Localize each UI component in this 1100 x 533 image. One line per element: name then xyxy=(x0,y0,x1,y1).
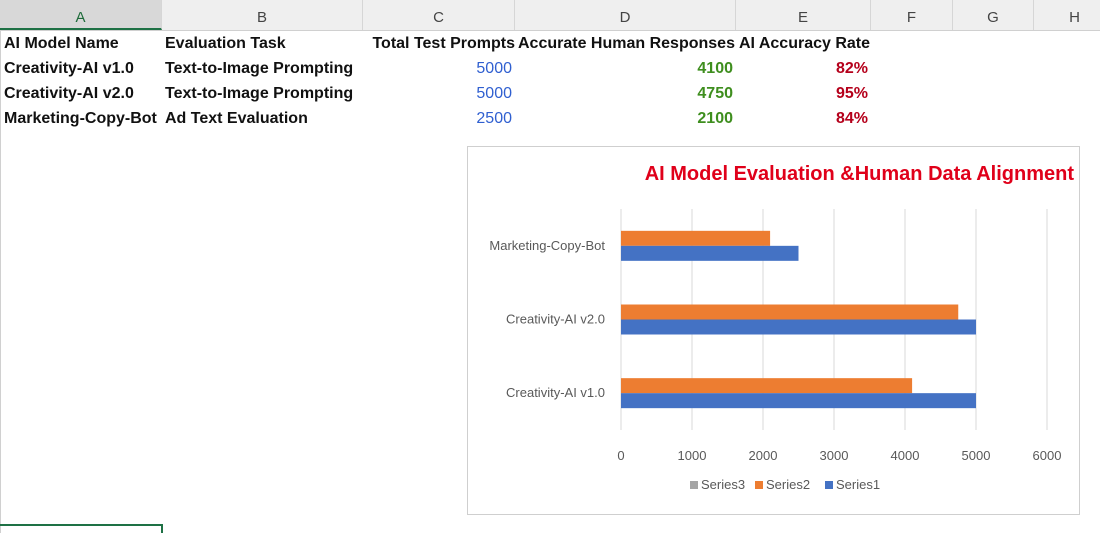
cell-task-3[interactable]: Ad Text Evaluation xyxy=(165,110,308,127)
column-header-g[interactable]: G xyxy=(953,0,1034,30)
x-tick-label: 2000 xyxy=(749,448,778,463)
column-header-b[interactable]: B xyxy=(162,0,363,30)
x-tick-label: 3000 xyxy=(820,448,849,463)
chart-title[interactable]: AI Model Evaluation &Human Data Alignmen… xyxy=(644,163,1074,185)
column-header-a[interactable]: A xyxy=(0,0,162,30)
column-header-row: A B C D E F G H xyxy=(0,0,1100,31)
legend-swatch xyxy=(690,481,698,489)
grid-left-border xyxy=(0,30,1,533)
legend-label: Series2 xyxy=(766,477,810,492)
chart-area[interactable]: AI Model Evaluation &Human Data Alignmen… xyxy=(467,146,1080,515)
cell-accurate-1[interactable]: 4100 xyxy=(697,60,733,77)
cell-task-1[interactable]: Text-to-Image Prompting xyxy=(165,60,354,77)
cell-rate-2[interactable]: 95% xyxy=(835,85,868,102)
category-label: Creativity-AI v2.0 xyxy=(506,312,605,327)
x-tick-label: 4000 xyxy=(891,448,920,463)
cell-accurate-3[interactable]: 2100 xyxy=(697,110,733,127)
cell-rate-3[interactable]: 84% xyxy=(835,110,868,127)
legend-swatch xyxy=(825,481,833,489)
header-cell-accurate[interactable]: Accurate Human Responses xyxy=(518,35,735,52)
selected-cell-border-right xyxy=(161,524,163,533)
column-header-f[interactable]: F xyxy=(871,0,953,30)
bar-series1 xyxy=(621,319,976,335)
bar-series1 xyxy=(621,245,799,261)
legend-swatch xyxy=(755,481,763,489)
header-cell-task[interactable]: Evaluation Task xyxy=(165,35,286,52)
category-label: Creativity-AI v1.0 xyxy=(506,385,605,400)
x-tick-label: 6000 xyxy=(1033,448,1062,463)
bar-series2 xyxy=(621,304,959,320)
cell-prompts-2[interactable]: 5000 xyxy=(476,85,512,102)
cell-prompts-3[interactable]: 2500 xyxy=(476,110,512,127)
bar-series2 xyxy=(621,230,771,246)
selected-cell-border xyxy=(0,524,162,526)
cell-task-2[interactable]: Text-to-Image Prompting xyxy=(165,85,354,102)
cell-model-3[interactable]: Marketing-Copy-Bot xyxy=(4,110,157,127)
x-tick-label: 1000 xyxy=(678,448,707,463)
cell-rate-1[interactable]: 82% xyxy=(835,60,868,77)
cell-accurate-2[interactable]: 4750 xyxy=(697,85,733,102)
column-header-c[interactable]: C xyxy=(363,0,515,30)
cell-prompts-1[interactable]: 5000 xyxy=(476,60,512,77)
legend-label: Series1 xyxy=(836,477,880,492)
column-header-e[interactable]: E xyxy=(736,0,871,30)
header-cell-prompts[interactable]: Total Test Prompts xyxy=(372,35,515,52)
cell-model-2[interactable]: Creativity-AI v2.0 xyxy=(4,85,134,102)
column-header-h[interactable]: H xyxy=(1034,0,1100,30)
column-header-d[interactable]: D xyxy=(515,0,736,30)
cell-model-1[interactable]: Creativity-AI v1.0 xyxy=(4,60,134,77)
bar-series1 xyxy=(621,393,976,409)
x-tick-label: 0 xyxy=(617,448,624,463)
x-tick-label: 5000 xyxy=(962,448,991,463)
bar-chart-svg: 0 1000 2000 3000 4000 5000 6000 Creativity-AI v… xyxy=(489,209,1062,492)
category-label: Marketing-Copy-Bot xyxy=(489,238,605,253)
header-cell-rate[interactable]: AI Accuracy Rate xyxy=(739,35,871,52)
header-cell-model[interactable]: AI Model Name xyxy=(4,35,119,52)
legend-label: Series3 xyxy=(701,477,745,492)
bar-series2 xyxy=(621,378,913,394)
